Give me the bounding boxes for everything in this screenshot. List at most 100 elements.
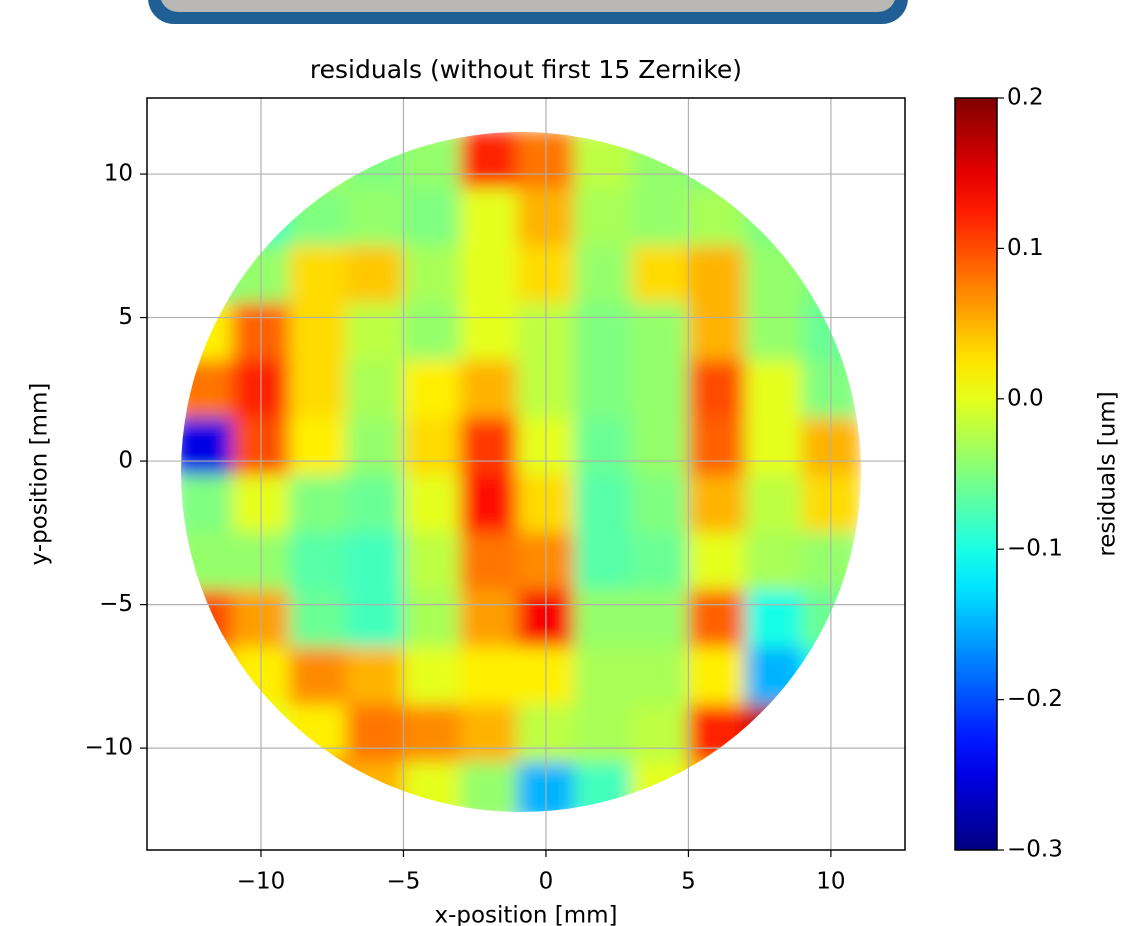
heatmap-cell bbox=[459, 417, 518, 476]
y-axis-label: y-position [mm] bbox=[27, 383, 53, 566]
heatmap-cell bbox=[288, 532, 347, 591]
heatmap-cell bbox=[573, 474, 632, 534]
heatmap-cell bbox=[459, 704, 518, 763]
heatmap-cell bbox=[288, 704, 347, 763]
colorbar-tick-label: 0.0 bbox=[1007, 385, 1044, 411]
heatmap-cell bbox=[744, 360, 803, 419]
heatmap-cell bbox=[181, 589, 233, 649]
heatmap-cell bbox=[573, 417, 632, 476]
heatmap-cell bbox=[573, 187, 632, 247]
y-tick-label: −10 bbox=[84, 735, 133, 761]
heatmap-cell bbox=[345, 474, 404, 534]
heatmap-cell bbox=[181, 647, 233, 706]
heatmap-cell bbox=[459, 302, 518, 362]
heatmap bbox=[181, 132, 860, 812]
y-tick-label: −5 bbox=[99, 591, 133, 617]
heatmap-cell bbox=[744, 761, 803, 812]
heatmap-cell bbox=[288, 761, 347, 812]
heatmap-cell bbox=[744, 132, 803, 189]
y-tick-label: 5 bbox=[118, 304, 133, 330]
heatmap-cell bbox=[573, 704, 632, 763]
heatmap-cell bbox=[181, 132, 233, 189]
grid bbox=[147, 98, 905, 850]
heatmap-cell bbox=[181, 302, 233, 362]
x-axis-label: x-position [mm] bbox=[434, 903, 617, 926]
heatmap-cell bbox=[630, 532, 689, 591]
heatmap-cell bbox=[402, 417, 461, 476]
heatmap-cell bbox=[573, 302, 632, 362]
heatmap-cell bbox=[181, 417, 233, 476]
heatmap-cell bbox=[402, 589, 461, 649]
heatmap-cell bbox=[573, 532, 632, 591]
heatmap-cell bbox=[402, 245, 461, 304]
heatmap-cell bbox=[573, 761, 632, 812]
heatmap-cell bbox=[459, 187, 518, 247]
colorbar-tick-label: 0.2 bbox=[1007, 85, 1044, 111]
heatmap-cell bbox=[288, 360, 347, 419]
heatmap-cell bbox=[630, 132, 689, 189]
heatmap-cell bbox=[181, 245, 233, 304]
heatmap-cell bbox=[687, 532, 746, 591]
heatmap-cell bbox=[345, 647, 404, 706]
heatmap-cell bbox=[459, 474, 518, 534]
heatmap-cell bbox=[573, 132, 632, 189]
heatmap-cell bbox=[687, 417, 746, 476]
x-tick-label: 0 bbox=[539, 869, 554, 895]
heatmap-cell bbox=[687, 360, 746, 419]
heatmap-cell bbox=[181, 474, 233, 534]
heatmap-cell bbox=[630, 474, 689, 534]
heatmap-cell bbox=[402, 647, 461, 706]
heatmap-cell bbox=[459, 360, 518, 419]
heatmap-cell bbox=[744, 647, 803, 706]
heatmap-cell bbox=[181, 532, 233, 591]
y-tick-label: 0 bbox=[118, 448, 133, 474]
heatmap-cell bbox=[402, 132, 461, 189]
heatmap-cell bbox=[402, 704, 461, 763]
colorbar bbox=[954, 97, 998, 851]
heatmap-cell bbox=[573, 360, 632, 419]
heatmap-cell bbox=[181, 360, 233, 419]
heatmap-cell bbox=[573, 647, 632, 706]
heatmap-cell bbox=[459, 647, 518, 706]
heatmap-cell bbox=[630, 245, 689, 304]
x-tick-label: −5 bbox=[387, 869, 421, 895]
y-tick-label: 10 bbox=[104, 161, 133, 187]
heatmap-cell bbox=[687, 704, 746, 763]
heatmap-cell bbox=[687, 474, 746, 534]
heatmap-cell bbox=[630, 360, 689, 419]
heatmap-cell bbox=[345, 360, 404, 419]
heatmap-cell bbox=[288, 474, 347, 534]
heatmap-cell bbox=[345, 704, 404, 763]
heatmap-cell bbox=[744, 474, 803, 534]
heatmap-cell bbox=[744, 187, 803, 247]
heatmap-cell bbox=[345, 761, 404, 812]
colorbar-tick-label: 0.1 bbox=[1007, 235, 1044, 261]
heatmap-cell bbox=[402, 474, 461, 534]
heatmap-cell bbox=[181, 761, 233, 812]
heatmap-cell bbox=[288, 245, 347, 304]
colorbar-tick-label: −0.2 bbox=[1007, 686, 1063, 712]
heatmap-cell bbox=[402, 360, 461, 419]
chart-title: residuals (without first 15 Zernike) bbox=[310, 55, 742, 84]
heatmap-cell bbox=[687, 647, 746, 706]
x-tick-label: 5 bbox=[681, 869, 696, 895]
colorbar-tick-label: −0.1 bbox=[1007, 536, 1063, 562]
heatmap-cell bbox=[687, 761, 746, 812]
heatmap-cell bbox=[288, 302, 347, 362]
heatmap-cell bbox=[345, 132, 404, 189]
heatmap-cell bbox=[288, 647, 347, 706]
heatmap-cell bbox=[345, 417, 404, 476]
colorbar-label: residuals [um] bbox=[1095, 391, 1121, 556]
heatmap-cell bbox=[345, 187, 404, 247]
x-tick-label: −10 bbox=[237, 869, 286, 895]
heatmap-cell bbox=[181, 704, 233, 763]
heatmap-cell bbox=[402, 532, 461, 591]
heatmap-cell bbox=[288, 187, 347, 247]
x-tick-label: 10 bbox=[816, 869, 845, 895]
heatmap-cell bbox=[345, 302, 404, 362]
heatmap-cell bbox=[288, 417, 347, 476]
heatmap-cell bbox=[687, 245, 746, 304]
heatmap-cell bbox=[630, 589, 689, 649]
heatmap-cell bbox=[744, 245, 803, 304]
